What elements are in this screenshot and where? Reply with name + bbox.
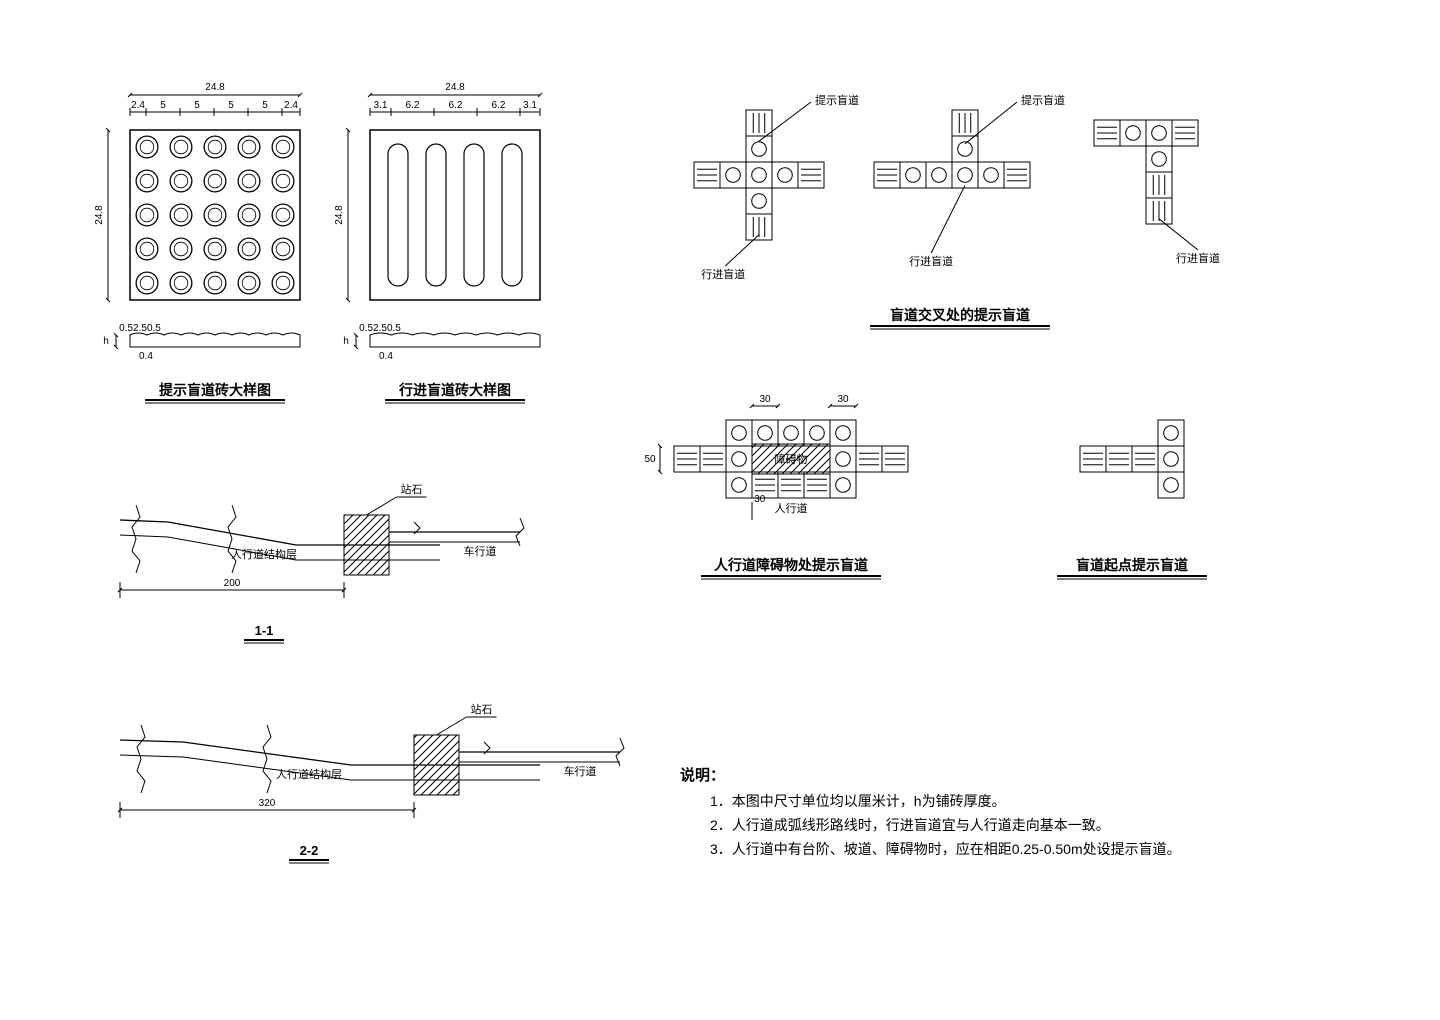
svg-text:车行道: 车行道 bbox=[564, 764, 597, 778]
svg-text:车行道: 车行道 bbox=[464, 544, 497, 558]
svg-text:提示盲道: 提示盲道 bbox=[815, 93, 859, 107]
section-2-2: 人行道结构层 车行道 站石 320 2-2 bbox=[120, 702, 624, 863]
svg-text:30: 30 bbox=[759, 394, 771, 405]
dot-tile-title: 提示盲道砖大样图 bbox=[159, 382, 271, 398]
svg-text:站石: 站石 bbox=[471, 702, 493, 716]
drawing-canvas: 24.82.455552.424.80.52.50.5h0.4提示盲道砖大样图 … bbox=[0, 0, 1440, 1020]
svg-text:5: 5 bbox=[194, 100, 200, 111]
svg-text:行进盲道: 行进盲道 bbox=[1176, 251, 1220, 265]
svg-text:24.8: 24.8 bbox=[445, 82, 465, 93]
svg-text:h: h bbox=[103, 336, 109, 347]
svg-text:行进盲道: 行进盲道 bbox=[701, 267, 745, 281]
svg-text:0.4: 0.4 bbox=[379, 351, 393, 362]
obstacle-title: 人行道障碍物处提示盲道 bbox=[714, 557, 868, 573]
svg-text:6.2: 6.2 bbox=[492, 100, 506, 111]
note-item: 1．本图中尺寸单位均以厘米计，h为铺砖厚度。 bbox=[710, 793, 1006, 809]
bar-tile-title: 行进盲道砖大样图 bbox=[398, 382, 511, 398]
notes-block: 说明： 1．本图中尺寸单位均以厘米计，h为铺砖厚度。 2．人行道成弧线形路线时，行进… bbox=[680, 766, 1181, 857]
note-item: 2．人行道成弧线形路线时，行进盲道宜与人行道走向基本一致。 bbox=[710, 817, 1110, 833]
obstacle-figure: 障碍物人行道 30 30 50 30 人行道障碍物处提示盲道 bbox=[644, 394, 908, 579]
note-item: 3．人行道中有台阶、坡道、障碍物时，应在相距0.25-0.50m处设提示盲道。 bbox=[710, 841, 1181, 857]
svg-text:人行道结构层: 人行道结构层 bbox=[231, 547, 297, 561]
svg-text:6.2: 6.2 bbox=[449, 100, 463, 111]
svg-text:1-1: 1-1 bbox=[255, 623, 274, 638]
start-title: 盲道起点提示盲道 bbox=[1076, 557, 1188, 573]
svg-text:24.8: 24.8 bbox=[334, 205, 345, 225]
svg-text:0.4: 0.4 bbox=[139, 351, 153, 362]
svg-text:50: 50 bbox=[644, 454, 656, 465]
svg-text:3.1: 3.1 bbox=[523, 100, 537, 111]
svg-text:h: h bbox=[343, 336, 349, 347]
svg-text:人行道: 人行道 bbox=[775, 501, 808, 515]
svg-text:320: 320 bbox=[259, 798, 276, 809]
svg-text:3.1: 3.1 bbox=[374, 100, 388, 111]
svg-text:2.4: 2.4 bbox=[131, 100, 145, 111]
svg-text:2-2: 2-2 bbox=[300, 843, 319, 858]
svg-text:200: 200 bbox=[224, 578, 241, 589]
start-figure: 盲道起点提示盲道 bbox=[1057, 420, 1207, 579]
section-1-1: 人行道结构层 车行道 站石 200 1-1 bbox=[120, 482, 524, 643]
intersection-figure: 提示盲道行进盲道提示盲道行进盲道行进盲道盲道交叉处的提示盲道 bbox=[694, 93, 1220, 329]
svg-text:0.52.50.5: 0.52.50.5 bbox=[359, 323, 401, 334]
dot-overall-dim: 24.8 bbox=[205, 82, 225, 93]
svg-text:6.2: 6.2 bbox=[406, 100, 420, 111]
dot-tile-figure: 24.8 2.4 5 5 5 5 2.4 24.8 0.52.50.5 h 0.4 提示盲道砖大样图 bbox=[94, 82, 300, 403]
svg-text:0.52.50.5: 0.52.50.5 bbox=[119, 323, 161, 334]
svg-text:30: 30 bbox=[837, 394, 849, 405]
svg-text:行进盲道: 行进盲道 bbox=[909, 254, 953, 268]
svg-text:30: 30 bbox=[754, 494, 766, 505]
svg-text:提示盲道: 提示盲道 bbox=[1021, 93, 1065, 107]
bar-tile-figure: 24.8 3.1 6.2 6.2 6.2 3.1 24.8 0.52.50.5 h 0.4 行进盲道… bbox=[334, 82, 540, 403]
svg-text:障碍物: 障碍物 bbox=[775, 452, 808, 466]
notes-header: 说明： bbox=[680, 766, 725, 784]
svg-text:5: 5 bbox=[228, 100, 234, 111]
svg-text:5: 5 bbox=[262, 100, 268, 111]
svg-text:24.8: 24.8 bbox=[94, 205, 105, 225]
svg-text:2.4: 2.4 bbox=[284, 100, 298, 111]
svg-text:站石: 站石 bbox=[401, 482, 423, 496]
svg-text:5: 5 bbox=[160, 100, 166, 111]
intersection-title: 盲道交叉处的提示盲道 bbox=[890, 307, 1030, 323]
svg-text:人行道结构层: 人行道结构层 bbox=[276, 767, 342, 781]
